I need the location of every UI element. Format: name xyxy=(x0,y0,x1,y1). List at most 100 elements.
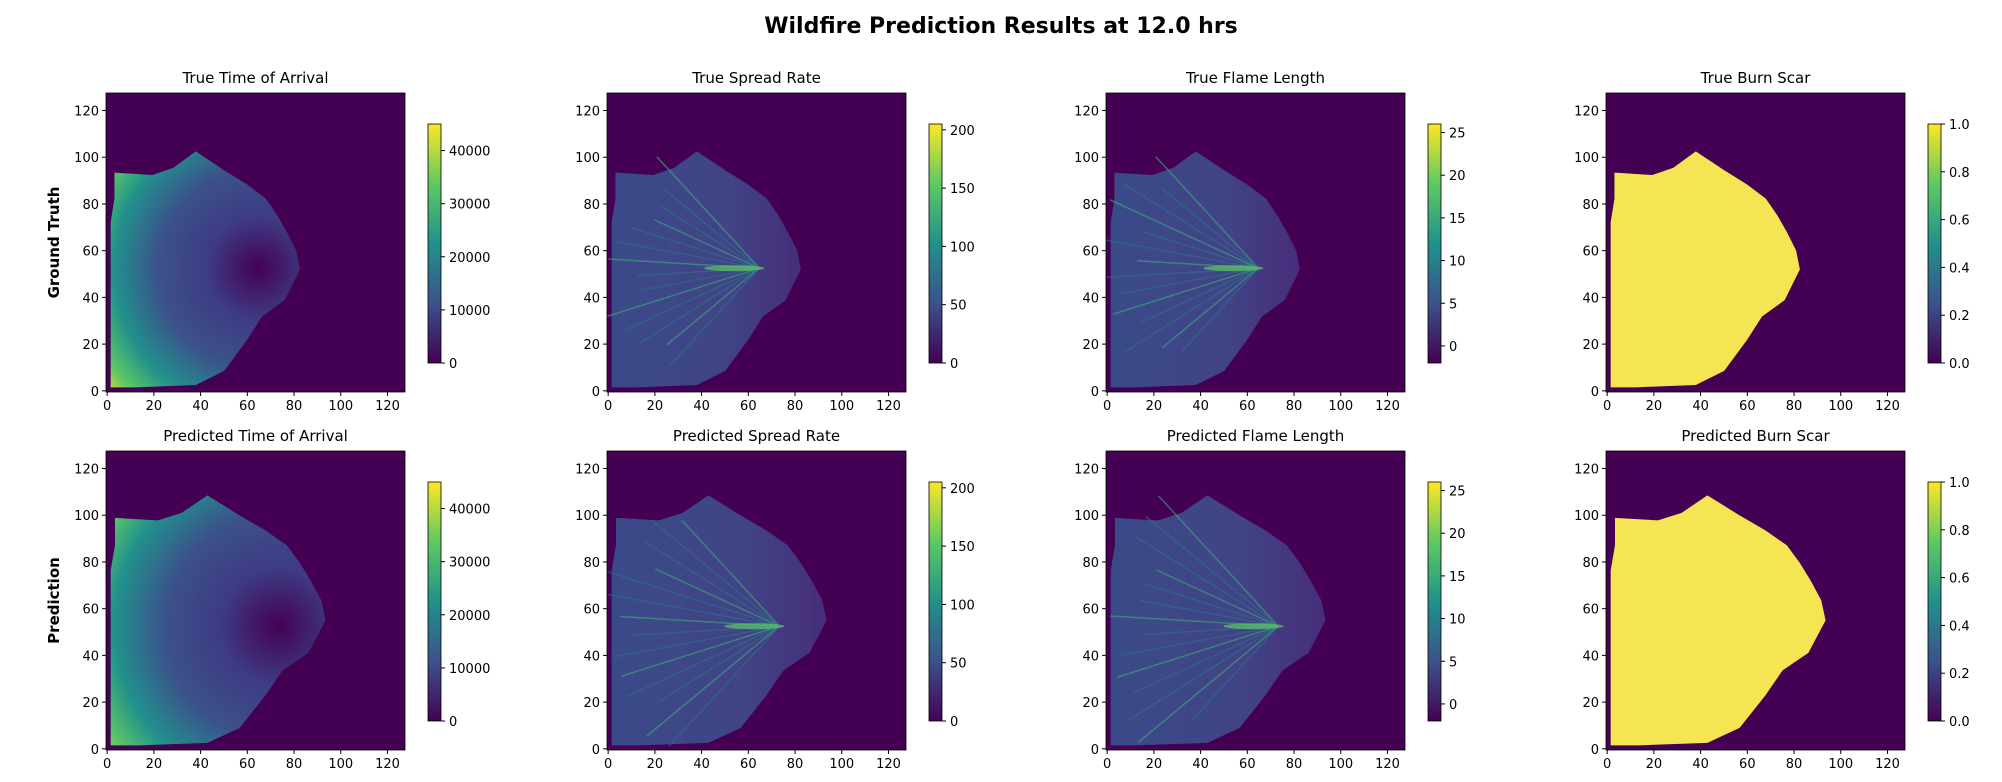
x-tick-label: 0 xyxy=(1603,757,1611,772)
x-tick-label: 20 xyxy=(647,399,664,414)
x-tick-label: 60 xyxy=(740,399,757,414)
x-tick-label: 80 xyxy=(787,757,804,772)
x-tick-label: 40 xyxy=(1192,399,1209,414)
x-tick-label: 80 xyxy=(1786,757,1803,772)
y-tick-label: 120 xyxy=(74,105,99,120)
colorbar-tick-label: 0.2 xyxy=(1949,667,1970,682)
y-tick-label: 40 xyxy=(82,291,99,306)
y-tick-label: 80 xyxy=(1582,198,1599,213)
colorbar-tick-label: 10000 xyxy=(449,662,490,677)
colorbar-gradient xyxy=(929,482,942,721)
x-tick-label: 100 xyxy=(1828,757,1853,772)
y-tick-label: 40 xyxy=(583,291,600,306)
x-tick-label: 120 xyxy=(1875,757,1900,772)
y-tick-label: 120 xyxy=(1074,105,1099,120)
x-tick-label: 120 xyxy=(1875,399,1900,414)
colorbar-tick-label: 0 xyxy=(449,357,457,372)
colorbar-tick-label: 30000 xyxy=(449,198,490,213)
x-tick-label: 120 xyxy=(1375,757,1400,772)
x-tick-label: 120 xyxy=(375,399,400,414)
colorbar-tick-label: 20000 xyxy=(449,609,490,624)
subplot-title: Predicted Burn Scar xyxy=(1681,427,1830,445)
y-tick-label: 0 xyxy=(592,385,600,400)
x-tick-label: 20 xyxy=(1146,757,1163,772)
colorbar-gradient xyxy=(1428,124,1441,363)
x-tick-label: 0 xyxy=(103,399,111,414)
subplot-title: True Time of Arrival xyxy=(181,69,328,87)
y-tick-label: 60 xyxy=(82,245,99,260)
colorbar-tick-label: 0.6 xyxy=(1949,214,1970,229)
heatmap xyxy=(607,451,906,750)
y-tick-label: 0 xyxy=(1091,743,1099,758)
y-tick-label: 60 xyxy=(1582,603,1599,618)
x-tick-label: 60 xyxy=(1239,757,1256,772)
heatmap xyxy=(1606,451,1905,750)
heatmap xyxy=(106,451,405,750)
y-tick-label: 60 xyxy=(1082,245,1099,260)
colorbar-gradient xyxy=(428,482,441,721)
y-tick-label: 0 xyxy=(91,385,99,400)
colorbar-gradient xyxy=(1928,124,1941,363)
x-tick-label: 100 xyxy=(328,399,353,414)
x-tick-label: 20 xyxy=(1646,757,1663,772)
colorbar-tick-label: 15 xyxy=(1449,570,1466,585)
colorbar-tick-label: 1.0 xyxy=(1949,476,1970,491)
colorbar-tick-label: 0 xyxy=(1449,340,1457,355)
subplot-scar-true: True Burn Scar0 20 40 60 80 100 12002040608010… xyxy=(1574,69,1970,414)
x-tick-label: 20 xyxy=(1646,399,1663,414)
x-tick-label: 20 xyxy=(146,399,163,414)
x-tick-label: 40 xyxy=(1192,757,1209,772)
x-tick-label: 120 xyxy=(375,757,400,772)
colorbar-gradient xyxy=(1928,482,1941,721)
subplot-flame-predicted: Predicted Flame Length0 20 40 60 80 100 120020… xyxy=(1074,427,1465,772)
colorbar-tick-label: 20 xyxy=(1449,169,1466,184)
y-tick-label: 40 xyxy=(82,649,99,664)
y-tick-label: 120 xyxy=(74,463,99,478)
heatmap xyxy=(599,93,906,392)
x-tick-label: 20 xyxy=(146,757,163,772)
subplot-title: True Spread Rate xyxy=(691,69,821,87)
y-tick-label: 100 xyxy=(1574,151,1599,166)
x-tick-label: 40 xyxy=(693,757,710,772)
subplot-scar-predicted: Predicted Burn Scar0 20 40 60 80 100 120020406… xyxy=(1574,427,1970,772)
x-tick-label: 0 xyxy=(1103,399,1111,414)
y-tick-label: 80 xyxy=(1082,556,1099,571)
y-tick-label: 120 xyxy=(575,463,600,478)
x-tick-label: 0 xyxy=(604,399,612,414)
colorbar-tick-label: 40000 xyxy=(449,145,490,160)
colorbar-tick-label: 0 xyxy=(950,357,958,372)
y-tick-label: 40 xyxy=(1582,649,1599,664)
colorbar-tick-label: 0.6 xyxy=(1949,572,1970,587)
y-tick-label: 80 xyxy=(82,556,99,571)
colorbar-tick-label: 20000 xyxy=(449,251,490,266)
colorbar: 0 5 10 15 20 25 xyxy=(1428,124,1466,363)
colorbar: 010000200003000040000 xyxy=(428,124,490,372)
colorbar-tick-label: 0 xyxy=(1449,698,1457,713)
subplot-toa-true: True Time of Arrival0 20 40 60 80 100 12002040… xyxy=(74,69,490,414)
y-tick-label: 0 xyxy=(1591,385,1599,400)
y-tick-label: 100 xyxy=(1074,509,1099,524)
y-tick-label: 60 xyxy=(583,245,600,260)
row-label: Prediction xyxy=(45,557,63,644)
colorbar-tick-label: 0.8 xyxy=(1949,524,1970,539)
y-tick-label: 40 xyxy=(583,649,600,664)
colorbar-tick-label: 1.0 xyxy=(1949,118,1970,133)
x-tick-label: 60 xyxy=(1739,399,1756,414)
subplot-title: Predicted Spread Rate xyxy=(673,427,840,445)
y-tick-label: 0 xyxy=(1591,743,1599,758)
y-tick-label: 60 xyxy=(583,603,600,618)
colorbar-tick-label: 50 xyxy=(950,657,967,672)
x-tick-label: 60 xyxy=(1739,757,1756,772)
colorbar-gradient xyxy=(428,124,441,363)
colorbar-tick-label: 5 xyxy=(1449,655,1457,670)
heatmap xyxy=(1097,93,1405,392)
y-tick-label: 20 xyxy=(1582,338,1599,353)
x-tick-label: 0 xyxy=(1103,757,1111,772)
y-tick-label: 20 xyxy=(583,338,600,353)
y-tick-label: 20 xyxy=(1082,338,1099,353)
x-tick-label: 120 xyxy=(1375,399,1400,414)
colorbar-tick-label: 25 xyxy=(1449,485,1466,500)
y-tick-label: 0 xyxy=(1091,385,1099,400)
x-tick-label: 0 xyxy=(604,757,612,772)
